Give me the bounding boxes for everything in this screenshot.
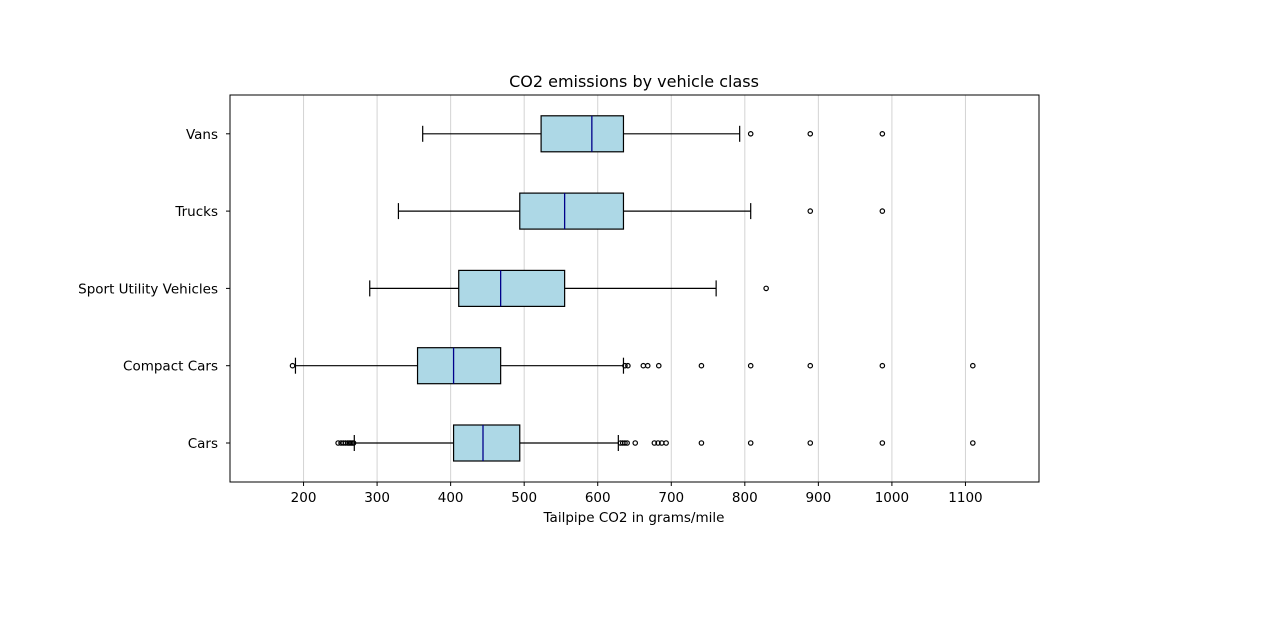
y-axis-ticks: Cars Compact Cars Sport Utility Vehicles Tr…: [78, 127, 230, 452]
outlier-point: [625, 362, 631, 369]
x-axis-ticks: 200 300 400 500 600 700 800 900 1000 1100: [291, 482, 983, 506]
outlier-point: [651, 440, 658, 446]
outlier-point: [640, 362, 647, 369]
boxes: [289, 115, 976, 462]
iqr-box: [452, 424, 521, 462]
iqr-box: [458, 269, 566, 307]
outlier-point: [763, 285, 769, 292]
chart-title: CO2 emissions by vehicle class: [509, 72, 759, 91]
box-cars: [335, 424, 976, 462]
outlier-point: [655, 362, 662, 369]
outlier-point: [807, 440, 814, 446]
y-tick-label: Vans: [186, 127, 218, 143]
outlier-point: [624, 440, 630, 446]
y-tick-label: Compact Cars: [123, 359, 218, 375]
y-tick-label: Cars: [188, 436, 218, 452]
outlier-point: [622, 362, 628, 369]
outlier-point: [655, 440, 661, 446]
outlier-point: [335, 440, 341, 446]
y-tick-label: Sport Utility Vehicles: [78, 281, 218, 297]
outlier-point: [644, 362, 651, 369]
outlier-point: [807, 131, 814, 137]
iqr-box: [416, 347, 502, 385]
x-tick-label-400: 400: [438, 490, 464, 506]
outlier-point: [342, 440, 349, 446]
iqr-box: [519, 192, 625, 230]
outlier-point: [879, 362, 886, 369]
outlier-point: [879, 131, 886, 137]
box-compact-cars: [289, 347, 976, 385]
x-tick-label-1100: 1100: [948, 490, 982, 506]
outlier-point: [747, 440, 754, 446]
x-tick-label-600: 600: [585, 490, 611, 506]
outlier-point: [747, 362, 754, 369]
outlier-point: [622, 440, 628, 446]
outlier-point: [807, 208, 814, 214]
box-sport-utility-vehicles: [369, 269, 769, 307]
iqr-box: [540, 115, 625, 153]
x-tick-label-800: 800: [732, 490, 758, 506]
outlier-point: [289, 362, 296, 369]
x-tick-label-200: 200: [291, 490, 317, 506]
x-tick-label-300: 300: [364, 490, 390, 506]
outlier-point: [350, 440, 357, 446]
outlier-point: [970, 440, 976, 446]
outlier-point: [698, 440, 705, 446]
outlier-point: [879, 440, 886, 446]
y-tick-label: Trucks: [174, 204, 218, 220]
x-tick-label-900: 900: [805, 490, 831, 506]
outlier-point: [747, 131, 754, 137]
x-tick-label-700: 700: [658, 490, 684, 506]
outlier-point: [807, 362, 814, 369]
outlier-point: [698, 362, 705, 369]
outlier-point: [879, 208, 886, 214]
box-vans: [422, 115, 886, 153]
outlier-point: [663, 440, 669, 446]
x-tick-label-1000: 1000: [875, 490, 909, 506]
x-tick-label-500: 500: [511, 490, 537, 506]
outlier-point: [632, 440, 639, 446]
box-trucks: [397, 192, 886, 230]
outlier-point: [970, 362, 976, 369]
x-axis-label: Tailpipe CO2 in grams/mile: [543, 510, 725, 526]
